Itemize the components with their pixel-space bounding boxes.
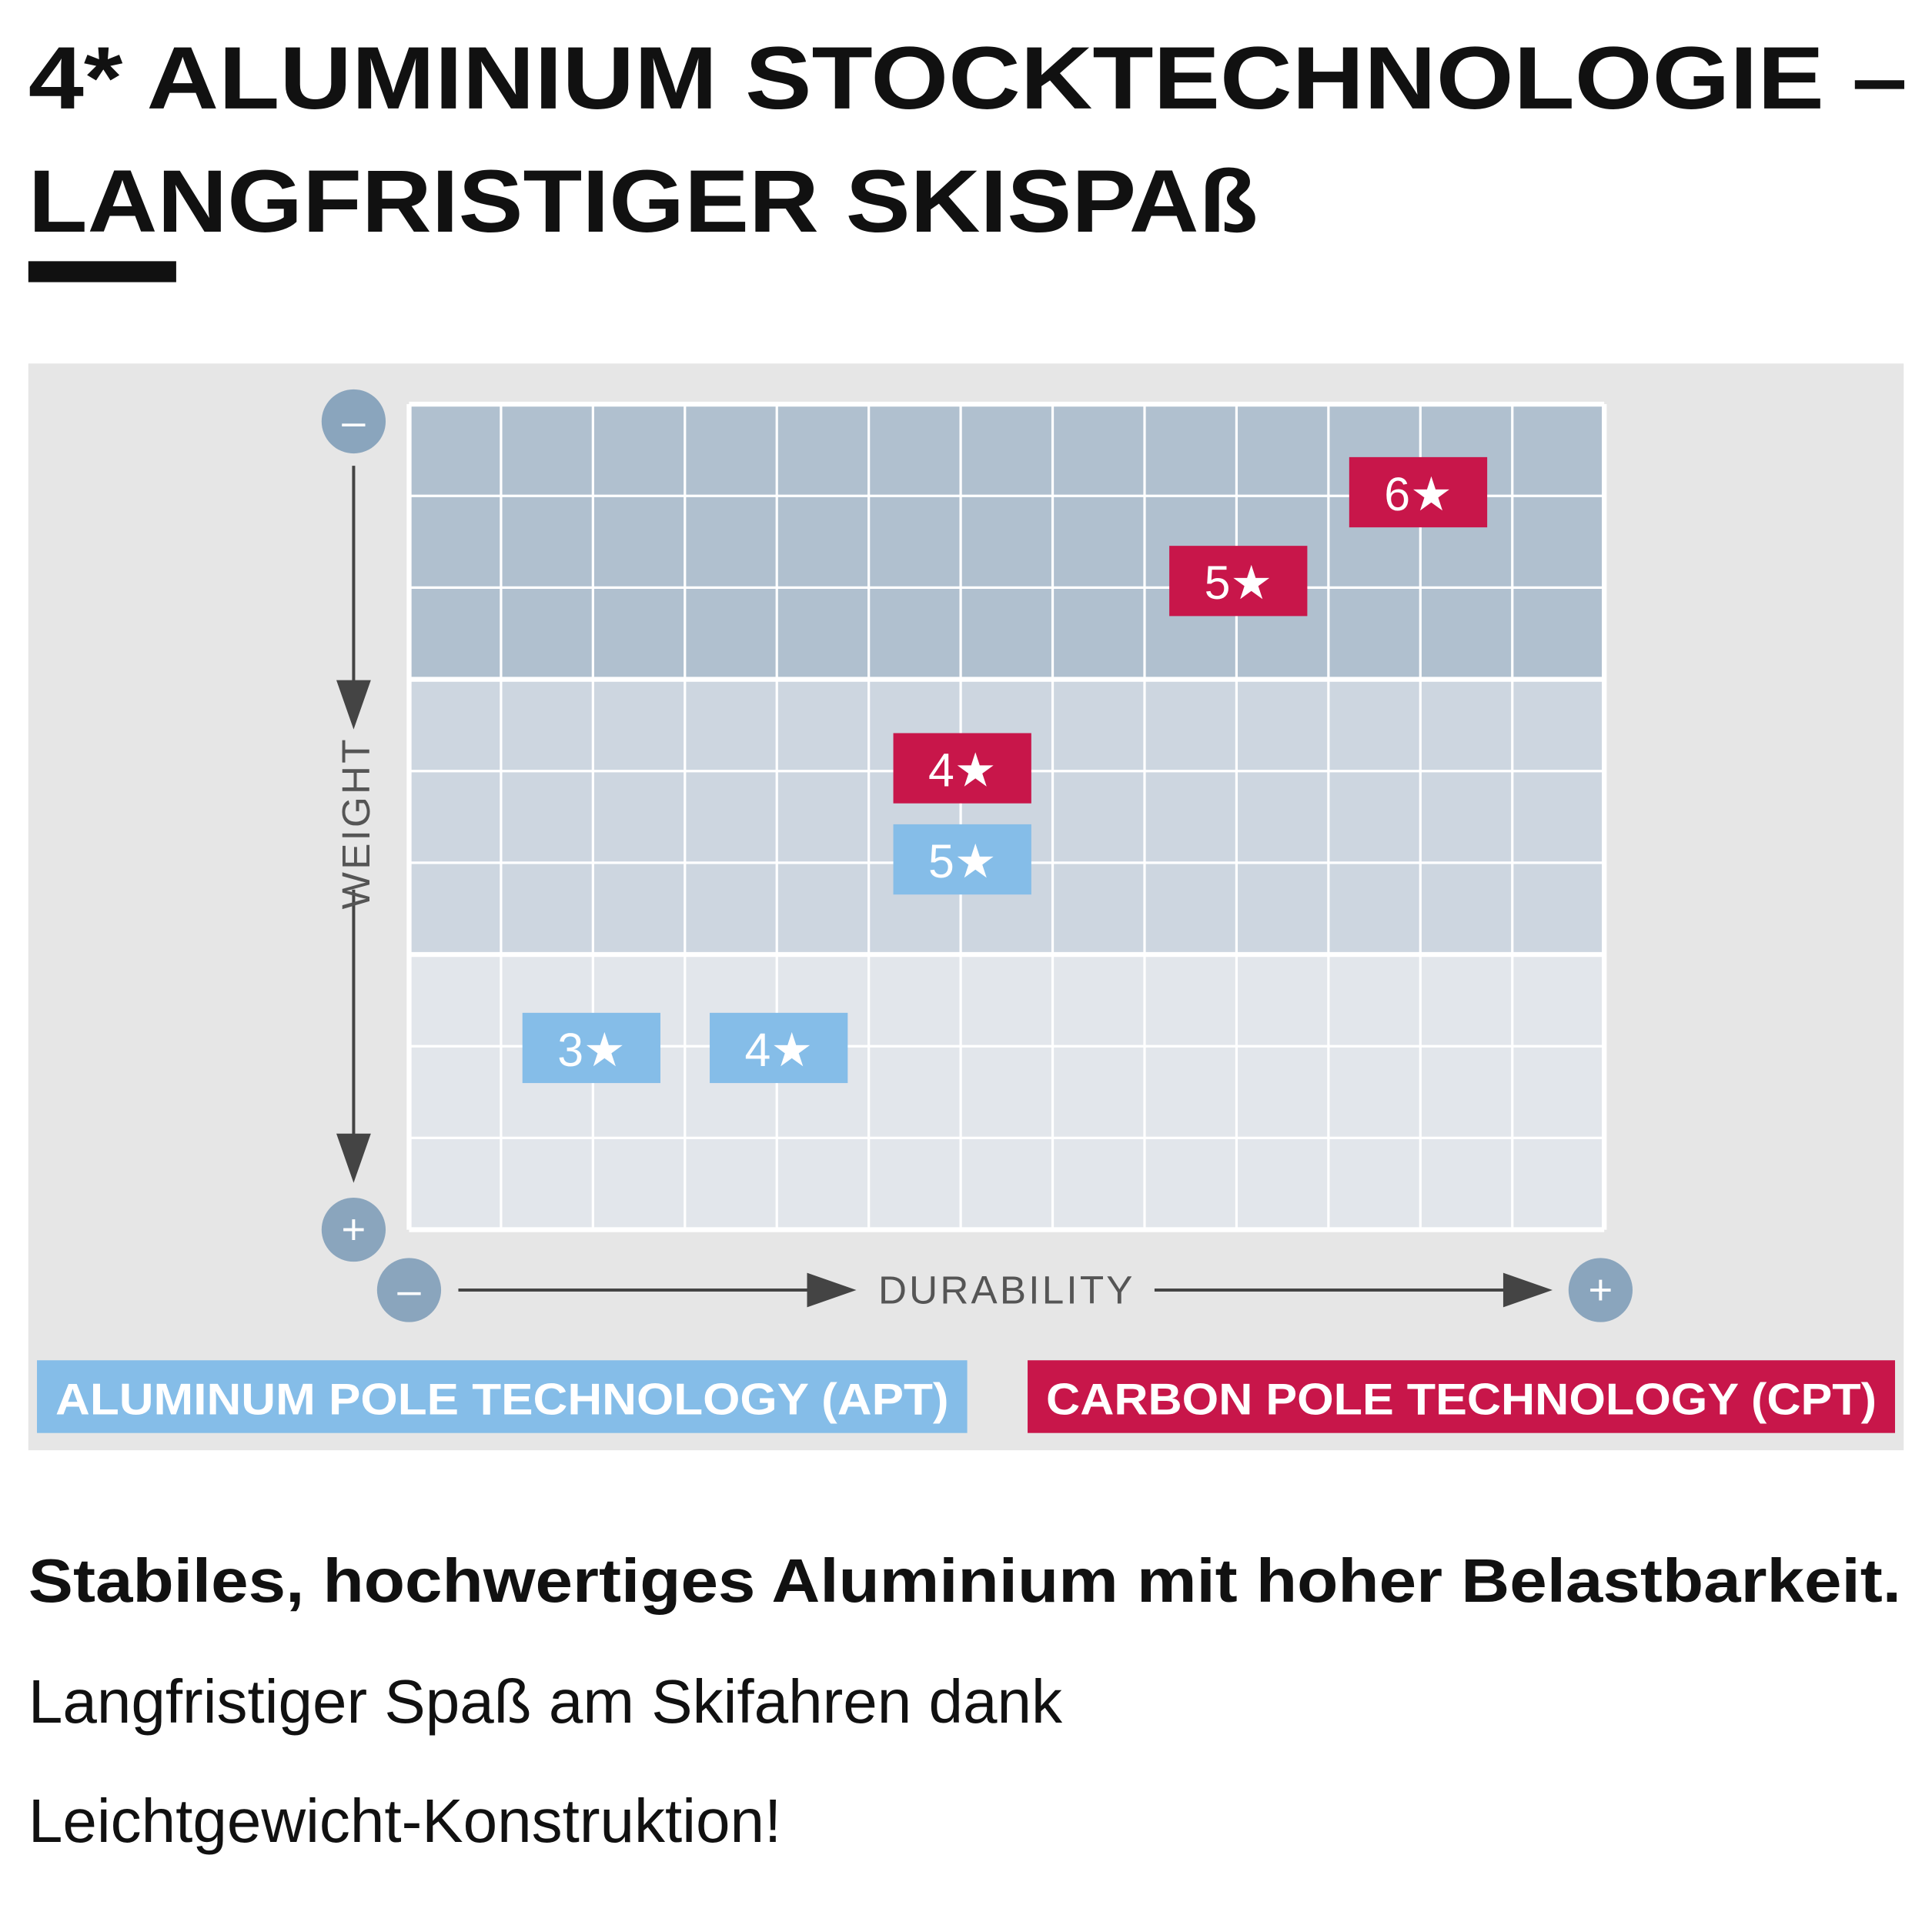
grid-band xyxy=(409,954,1605,1230)
legend-label: CARBON POLE TECHNOLOGY (CPT) xyxy=(1046,1375,1877,1424)
badge xyxy=(522,1012,661,1084)
badge xyxy=(1349,456,1488,528)
badge xyxy=(1169,546,1308,617)
badge-label: 6★ xyxy=(1384,468,1452,520)
title-line: 4* ALUMINIUM STOCKTECHNOLOGIE – xyxy=(28,29,1907,128)
legend-box xyxy=(37,1360,968,1433)
body-text: Langfristiger Spaß am Skifahren dank xyxy=(28,1667,1063,1736)
legend-label: ALUMINUM POLE TECHNOLOGY (APT) xyxy=(55,1375,949,1424)
legend-box xyxy=(1028,1360,1895,1433)
grid-band xyxy=(409,404,1605,680)
arrow-head xyxy=(807,1272,857,1308)
badge-label: 5★ xyxy=(1205,557,1272,609)
badge xyxy=(893,733,1031,804)
arrow-head xyxy=(1502,1272,1553,1308)
badge-label: 3★ xyxy=(557,1024,625,1076)
badge xyxy=(710,1012,848,1084)
axis-circle xyxy=(321,389,386,454)
arrow-head xyxy=(336,1133,371,1183)
badge-label: 4★ xyxy=(928,744,996,796)
arrow-head xyxy=(336,680,371,730)
axis-label: DURABILITY xyxy=(878,1269,1135,1312)
lead-text: Stabiles, hochwertiges Aluminium mit hoh… xyxy=(28,1546,1901,1615)
badge xyxy=(893,824,1031,895)
title-line: LANGFRISTIGER SKISPAß xyxy=(28,152,1258,251)
title-underline xyxy=(28,261,176,282)
body-text: Leichtgewicht-Konstruktion! xyxy=(28,1787,781,1855)
axis-sign: – xyxy=(342,398,366,445)
grid-band xyxy=(409,679,1605,955)
axis-sign: + xyxy=(342,1206,366,1253)
axis-sign: – xyxy=(397,1267,421,1314)
axis-label: WEIGHT xyxy=(334,737,378,909)
badge-label: 5★ xyxy=(928,835,996,887)
axis-sign: + xyxy=(1589,1267,1613,1314)
axis-circle xyxy=(321,1197,386,1262)
badge-label: 4★ xyxy=(745,1024,813,1076)
axis-circle xyxy=(1568,1258,1633,1322)
axis-circle xyxy=(376,1258,442,1322)
